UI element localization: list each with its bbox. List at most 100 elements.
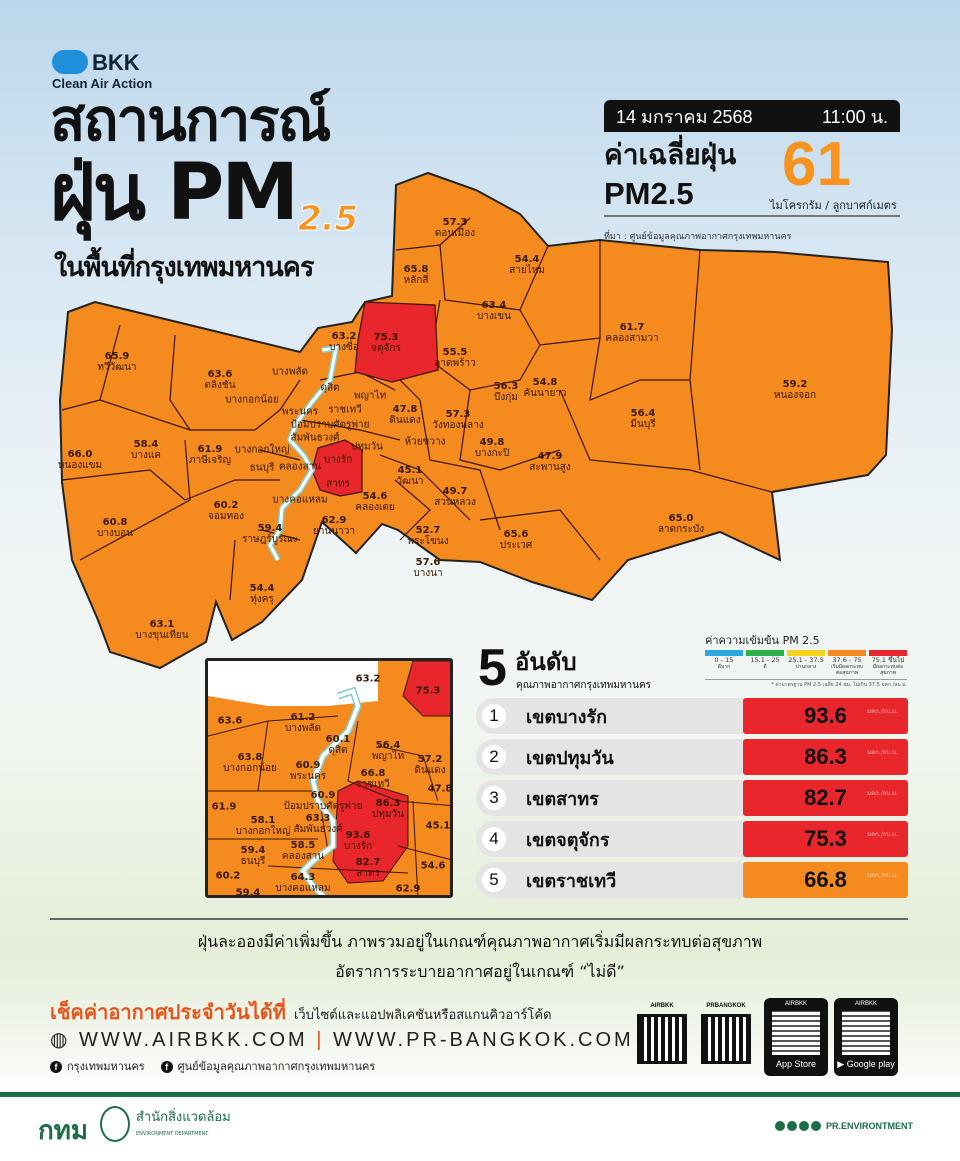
district-name: คลองสามวา bbox=[605, 333, 659, 344]
district-name: ทุ่งครุ bbox=[250, 594, 274, 605]
legend-range-value: 75.1 ขึ้นไป bbox=[871, 656, 905, 664]
district-value: 45.1 bbox=[425, 820, 451, 832]
legend-color-bar bbox=[746, 650, 784, 656]
message-line1: ฝุ่นละอองมีค่าเพิ่มขึ้น ภาพรวมอยู่ในเกณฑ… bbox=[197, 932, 763, 951]
social-handle[interactable]: PR.ENVIRONTMENT bbox=[775, 1121, 913, 1131]
district-label: 86.3 ปทุมวัน bbox=[372, 798, 404, 820]
pm25-unit: มคก./ลบ.ม. bbox=[867, 708, 898, 715]
qr-code-prbangkok[interactable] bbox=[701, 1014, 751, 1064]
district-label: 57.3 วังทองหลาง bbox=[432, 409, 483, 431]
district-value: 54.8 bbox=[532, 377, 558, 388]
district-name: ลาดกระบัง bbox=[657, 524, 705, 535]
title-line2-row: ฝุ่น PM 2.5 bbox=[50, 150, 359, 239]
district-label: 56.4 มีนบุรี bbox=[630, 408, 655, 430]
district-label: 65.8 หลักสี่ bbox=[404, 264, 429, 286]
district-borders bbox=[61, 217, 773, 601]
district-name: วัฒนา bbox=[396, 476, 424, 487]
district-label: 61.9 ภาษีเจริญ bbox=[189, 444, 231, 466]
district-label: 58.5 คลองสาน bbox=[282, 840, 324, 862]
district-label: 54.6 คลองเตย bbox=[355, 491, 394, 513]
district-name: สาทร bbox=[326, 478, 350, 490]
store-name: Google play bbox=[846, 1059, 895, 1069]
google-play-qr[interactable]: AIRBKK ▶ Google play bbox=[834, 998, 898, 1076]
title-subscript: 2.5 bbox=[297, 199, 359, 239]
facebook-link-air-center[interactable]: f ศูนย์ข้อมูลคุณภาพอากาศกรุงเทพมหานคร bbox=[160, 1057, 375, 1075]
district-label: 58.1 บางกอกใหญ่ bbox=[236, 815, 291, 837]
district-value: 60.2 bbox=[213, 500, 239, 511]
district-value: 54.6 bbox=[362, 491, 388, 502]
district-name: บางกอกน้อย bbox=[223, 763, 277, 774]
link-airbkk[interactable]: WWW.AIRBKK.COM bbox=[79, 1029, 308, 1051]
district-label: 59.4 bbox=[236, 888, 261, 896]
district-label: 66.8 ราชเทวี bbox=[356, 768, 389, 790]
legend-bars bbox=[705, 650, 907, 656]
district-value: 52.7 bbox=[415, 525, 441, 536]
legend-range: 37.6 - 75 เริ่มมีผลกระทบต่อสุขภาพ bbox=[828, 656, 866, 676]
district-value: 60.8 bbox=[102, 517, 128, 528]
legend-range-label: ปานกลาง bbox=[795, 664, 817, 670]
store-qr-label: AIRBKK bbox=[854, 1001, 877, 1007]
link-pr-bangkok[interactable]: WWW.PR-BANGKOK.COM bbox=[333, 1029, 634, 1051]
facebook-icon: f bbox=[50, 1061, 62, 1073]
pm25-value-box: 75.3 มคก./ลบ.ม. bbox=[743, 821, 908, 857]
district-name: ปทุมวัน bbox=[351, 441, 383, 453]
ranking-row: 2 เขตปทุมวัน 86.3 มคก./ลบ.ม. bbox=[476, 739, 908, 775]
department-name: สำนักสิ่งแวดล้อม bbox=[136, 1110, 231, 1125]
district-name: คันนายาว bbox=[523, 388, 567, 399]
district-value: 62.9 bbox=[395, 883, 421, 895]
district-label: บางพลัด bbox=[272, 367, 308, 378]
legend-ranges: 0 - 15 ดีมาก 15.1 - 25 ดี 25.1 - 37.5 ปานกลาง… bbox=[705, 656, 907, 676]
district-name: พญาไท bbox=[353, 390, 387, 402]
footer-divider bbox=[0, 1092, 960, 1097]
district-label: 61.7 คลองสามวา bbox=[605, 322, 658, 344]
district-label: 82.7 สาทร bbox=[356, 857, 381, 879]
check-row: เช็คค่าอากาศประจำวันได้ที่ เว็บไซต์และแอ… bbox=[50, 996, 552, 1028]
facebook-link-bangkok[interactable]: f กรุงเทพมหานคร bbox=[50, 1057, 145, 1075]
pm25-value-box: 86.3 มคก./ลบ.ม. bbox=[743, 739, 908, 775]
district-name: ราชเทวี bbox=[356, 779, 390, 790]
district-label: 54.4 ทุ่งครุ bbox=[250, 583, 275, 605]
pm25-value-box: 66.8 มคก./ลบ.ม. bbox=[743, 862, 908, 898]
district-name: วังทองหลาง bbox=[432, 420, 484, 431]
district-label: 75.3 bbox=[416, 686, 441, 697]
globe-icon: ◍ bbox=[50, 1029, 71, 1051]
district-label: 66.0 หนองแขม bbox=[58, 449, 102, 471]
district-name: เขตสาทร bbox=[526, 788, 599, 810]
district-name: หนองจอก bbox=[773, 390, 817, 401]
district-value: 62.9 bbox=[321, 515, 347, 526]
title-line1: สถานการณ์ bbox=[50, 86, 331, 154]
ranking-row: 5 เขตราชเทวี 66.8 มคก./ลบ.ม. bbox=[476, 862, 908, 898]
legend-range-label: เริ่มมีผลกระทบต่อสุขภาพ bbox=[831, 664, 863, 676]
district-value: 60.9 bbox=[310, 790, 336, 801]
google-play-icon: ▶ Google play bbox=[837, 1059, 895, 1069]
district-label: 63.6 bbox=[218, 716, 243, 727]
facebook-label: กรุงเทพมหานคร bbox=[67, 1060, 145, 1073]
ranking-title: อันดับ bbox=[515, 648, 577, 676]
legend-range: 75.1 ขึ้นไป มีผลกระทบต่อสุขภาพ bbox=[869, 656, 907, 676]
district-value: 57.6 bbox=[415, 557, 441, 568]
district-label: 47.8 bbox=[428, 784, 450, 795]
check-label: เช็คค่าอากาศประจำวันได้ที่ bbox=[50, 1000, 286, 1024]
district-name: ราษฎร์บูรณะ bbox=[241, 534, 299, 545]
district-name: บางบอน bbox=[96, 528, 134, 539]
district-value: 63.6 bbox=[217, 715, 243, 727]
district-value: 59.4 bbox=[257, 523, 283, 534]
district-label: 65.9 ทวีวัฒนา bbox=[97, 351, 136, 373]
divider bbox=[604, 215, 900, 217]
district-label: 60.9 ป้อมปราบศัตรูพ่าย bbox=[284, 790, 363, 812]
district-value: 54.4 bbox=[249, 583, 275, 594]
district-label: ธนบุรี bbox=[250, 463, 275, 474]
district-name: พระนคร bbox=[289, 771, 327, 782]
district-value: 65.8 bbox=[403, 264, 429, 275]
app-store-qr[interactable]: AIRBKK App Store bbox=[764, 998, 828, 1076]
district-value: 63.8 bbox=[237, 752, 263, 763]
qr-code-airbkk[interactable] bbox=[637, 1014, 687, 1064]
district-value: 63.3 bbox=[305, 813, 331, 824]
district-value: 63.2 bbox=[331, 331, 357, 342]
district-value: 63.2 bbox=[355, 673, 381, 685]
pm25-unit: มคก./ลบ.ม. bbox=[867, 790, 898, 797]
average-label-pm: PM2.5 bbox=[604, 176, 694, 211]
district-value: 58.5 bbox=[290, 840, 316, 851]
district-label: สาทร bbox=[326, 479, 350, 490]
rank-number: 2 bbox=[482, 745, 506, 769]
